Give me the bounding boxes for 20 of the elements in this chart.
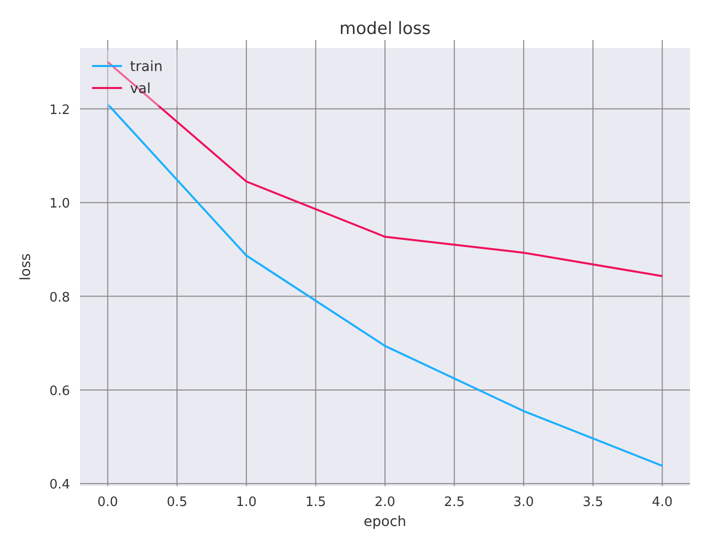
x-tick-label: 1.5 <box>305 495 326 510</box>
x-tick-label: 3.5 <box>582 495 604 510</box>
y-tick-label: 0.4 <box>49 478 70 493</box>
line-series <box>106 61 664 278</box>
x-tick-label: 0.0 <box>97 495 118 510</box>
legend-label: train <box>130 59 163 75</box>
x-tick-label: 4.0 <box>652 495 673 510</box>
x-tick-label: 0.5 <box>166 495 188 510</box>
y-tick-label: 1.0 <box>49 196 70 212</box>
x-tick-label: 2.0 <box>374 495 396 510</box>
x-tick-label: 3.0 <box>513 495 534 510</box>
chart-title: model loss <box>339 19 431 39</box>
x-tick-label: 2.5 <box>444 495 465 510</box>
x-axis-title: epoch <box>364 514 406 530</box>
y-tick-label: 0.6 <box>49 384 70 399</box>
x-tick-label: 1.0 <box>236 495 257 510</box>
line-series <box>106 103 664 467</box>
y-tick-label: 0.8 <box>49 290 70 306</box>
y-axis-title: loss <box>18 253 34 281</box>
y-tick-label: 1.2 <box>49 102 70 118</box>
